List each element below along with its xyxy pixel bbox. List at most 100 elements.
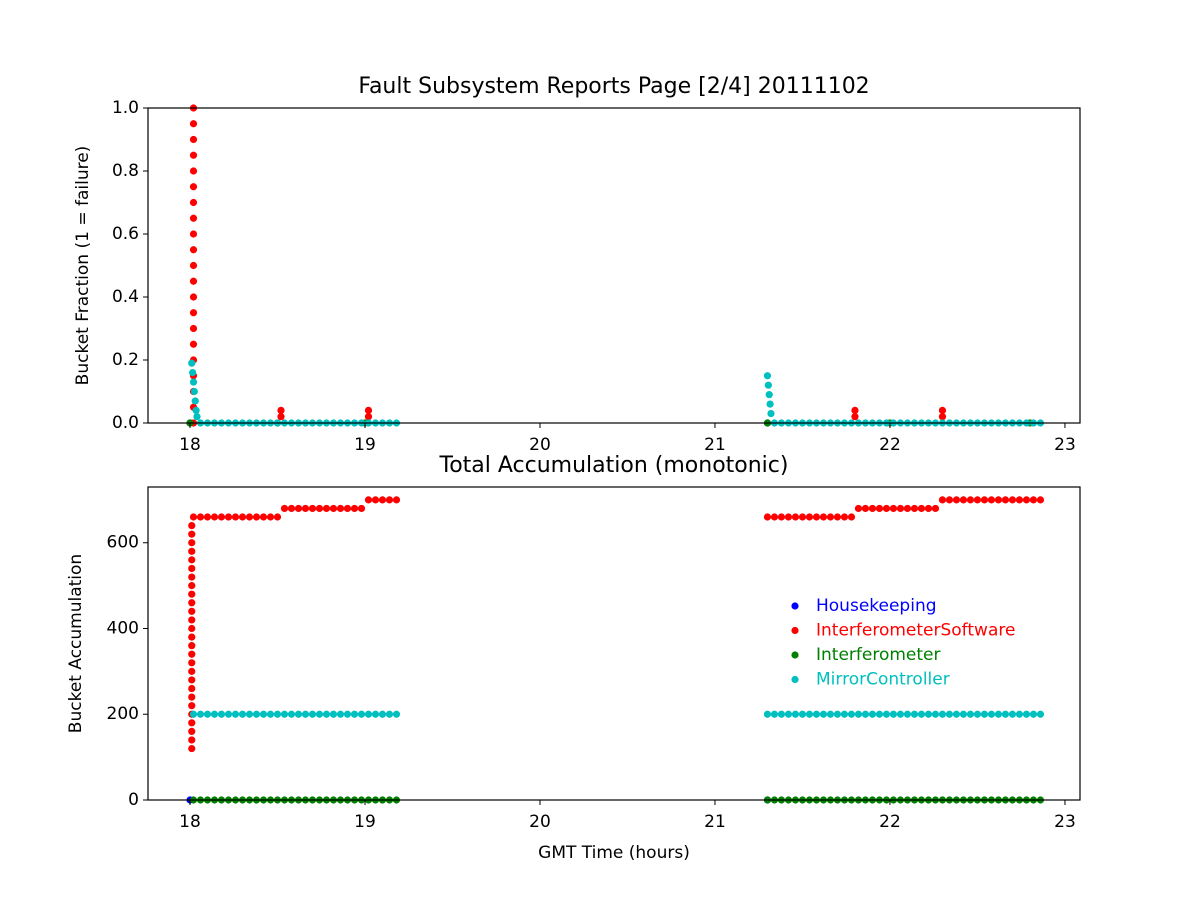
- point: [882, 710, 891, 718]
- point: [277, 413, 285, 421]
- point: [994, 710, 1003, 718]
- point: [851, 413, 859, 421]
- point: [910, 710, 919, 718]
- point: [336, 504, 345, 513]
- point: [819, 710, 828, 718]
- point: [777, 513, 786, 521]
- point: [917, 504, 926, 513]
- point: [188, 667, 196, 675]
- point: [784, 710, 793, 718]
- x-tick-label: 18: [179, 435, 201, 455]
- y-tick-label: 600: [107, 533, 139, 553]
- point: [945, 710, 954, 718]
- point: [189, 167, 198, 175]
- point: [980, 710, 989, 718]
- plot-frame: [147, 107, 1081, 424]
- point: [287, 504, 296, 513]
- point: [188, 539, 196, 547]
- x-tick-label: 23: [1054, 812, 1076, 832]
- point: [1036, 710, 1045, 718]
- point: [196, 710, 205, 718]
- point: [903, 710, 912, 718]
- point: [203, 710, 212, 718]
- legend-marker: [791, 651, 799, 659]
- y-tick-label: 0.8: [112, 161, 139, 181]
- point: [1001, 496, 1010, 504]
- point: [1001, 710, 1010, 718]
- y-tick-label: 200: [107, 704, 139, 724]
- chart-title: Total Accumulation (monotonic): [439, 453, 789, 478]
- point: [188, 659, 196, 667]
- x-tick-label: 20: [529, 435, 551, 455]
- point: [196, 513, 205, 521]
- point: [280, 504, 289, 513]
- point: [189, 120, 198, 128]
- point: [854, 504, 863, 513]
- point: [238, 513, 247, 521]
- point: [364, 406, 373, 414]
- point: [994, 496, 1003, 504]
- point: [266, 513, 275, 521]
- point: [385, 710, 394, 718]
- point: [343, 504, 352, 513]
- point: [189, 214, 198, 222]
- point: [364, 710, 373, 718]
- point: [189, 135, 198, 144]
- point: [952, 496, 961, 504]
- point: [840, 710, 849, 718]
- point: [364, 413, 373, 421]
- point: [903, 504, 912, 513]
- point: [931, 710, 940, 718]
- legend-label: Housekeeping: [816, 596, 937, 616]
- point: [191, 397, 199, 405]
- point: [188, 727, 196, 735]
- point: [889, 710, 898, 718]
- point: [188, 564, 196, 573]
- x-tick-label: 22: [879, 435, 901, 455]
- point: [959, 496, 968, 504]
- point: [210, 513, 219, 521]
- point: [966, 710, 975, 718]
- point: [812, 513, 821, 521]
- legend-marker: [791, 602, 799, 610]
- point: [371, 710, 380, 718]
- point: [875, 504, 884, 513]
- point: [188, 736, 196, 744]
- point: [1029, 496, 1038, 504]
- point: [259, 513, 268, 521]
- y-tick-label: 0.4: [112, 287, 139, 307]
- point: [931, 504, 940, 513]
- point: [287, 710, 296, 718]
- point: [764, 381, 772, 389]
- point: [861, 504, 870, 513]
- y-tick-label: 0.0: [112, 413, 139, 433]
- point: [189, 309, 198, 317]
- point: [833, 513, 842, 521]
- point: [189, 324, 198, 333]
- y-tick-label: 1.0: [112, 98, 139, 118]
- point: [188, 573, 196, 581]
- point: [322, 710, 331, 718]
- y-tick-label: 0: [128, 790, 139, 810]
- point: [273, 513, 282, 521]
- point: [189, 293, 198, 301]
- plot-frame: [147, 486, 1081, 801]
- point: [188, 744, 196, 753]
- point: [189, 340, 198, 348]
- point: [189, 183, 198, 191]
- point: [770, 710, 779, 718]
- point: [294, 504, 303, 513]
- point: [329, 504, 338, 513]
- point: [847, 513, 856, 521]
- point: [924, 710, 933, 718]
- point: [938, 496, 947, 504]
- point: [896, 504, 905, 513]
- point: [217, 710, 226, 718]
- point: [231, 710, 240, 718]
- point: [826, 513, 835, 521]
- point: [188, 590, 196, 598]
- point: [224, 513, 233, 521]
- point: [1036, 496, 1045, 504]
- point: [252, 710, 261, 718]
